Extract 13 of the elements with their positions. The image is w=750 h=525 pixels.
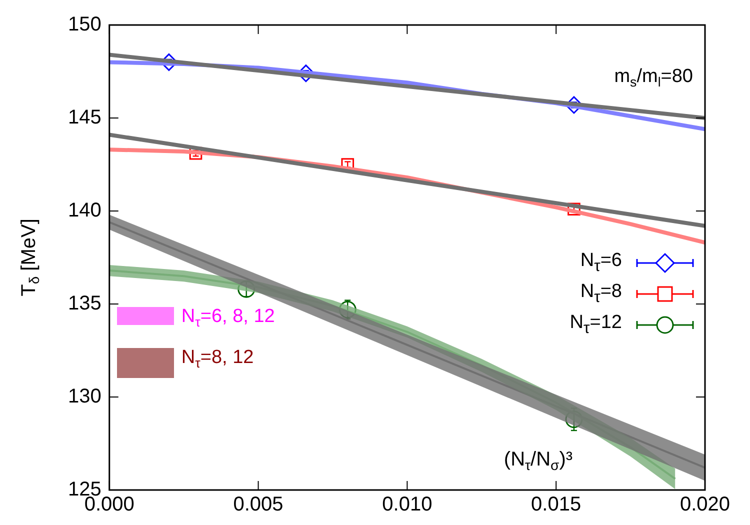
x-tick-label: 0.015 <box>531 494 582 516</box>
y-tick-label: 130 <box>68 386 102 408</box>
x-tick-label: 0.005 <box>233 494 284 516</box>
y-tick-label: 140 <box>68 200 102 222</box>
legend-label: N$_{τ}$=8 <box>580 280 622 306</box>
y-axis-title: Tδ [MeV] <box>18 218 42 296</box>
x-tick-label: 0.010 <box>382 494 432 516</box>
legend-label: N$_{τ}$=12 <box>570 312 622 338</box>
x-tick-label: 0.020 <box>680 494 730 516</box>
legend-label: N$_{τ}$=6 <box>580 250 622 276</box>
y-tick-label: 150 <box>68 14 102 36</box>
y-tick-label: 135 <box>68 292 102 315</box>
y-tick-label: 145 <box>68 106 102 129</box>
